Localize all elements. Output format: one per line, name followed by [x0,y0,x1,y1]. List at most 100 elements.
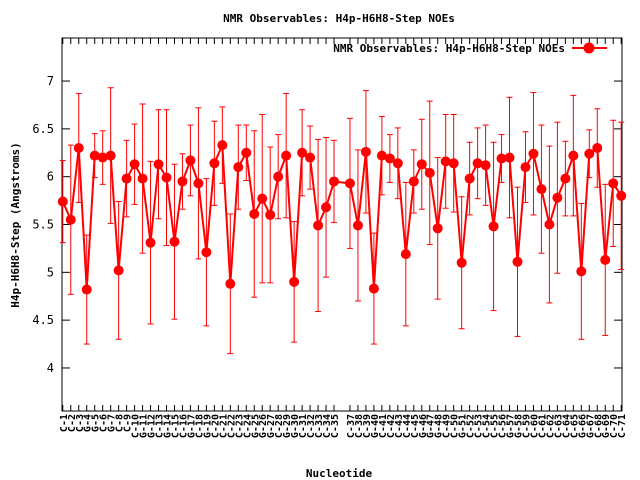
plot-area [61,37,623,412]
x-tick-label: C-18 [194,414,205,438]
data-point [321,202,332,213]
data-point [289,276,300,287]
data-point [177,176,188,187]
x-tick-label: C-64 [561,414,572,438]
data-point [408,176,419,187]
data-point [161,172,172,183]
data-point [241,147,252,158]
x-tick-label: C-44 [402,414,413,438]
data-point [392,158,403,169]
legend-marker-swatch [583,42,595,54]
x-tick-label: G-27 [266,414,277,438]
x-tick-label: C-55 [490,414,501,438]
x-tick-label: G-69 [601,414,612,438]
x-tick-label: G-4 [83,414,94,432]
x-tick-label: C-68 [593,414,604,438]
y-axis: 4 4.5 5 5.5 6 6.5 7 [32,74,622,375]
data-point [400,249,411,260]
x-tick-label: C-28 [274,414,285,438]
x-tick-label: C-56 [498,414,509,438]
x-tick-label: G-26 [258,414,269,438]
x-tick-label: C-34 [322,414,333,438]
data-point [137,173,148,184]
x-tick-label: C-24 [242,414,253,438]
data-point [520,162,531,173]
data-point [217,140,228,151]
data-point [257,193,268,204]
x-tick-label: G-48 [434,414,445,438]
x-tick-label: C-65 [569,414,580,438]
data-point [368,283,379,294]
data-point [297,147,308,158]
x-tick-label: C-42 [386,414,397,438]
data-point [121,173,132,184]
x-tick-label: C-23 [234,414,245,438]
data-point [512,256,523,267]
data-point [225,278,236,289]
data-point [384,153,395,164]
x-tick-label: C-31 [298,414,309,438]
x-tick-label: G-17 [186,414,197,438]
x-tick-label: C-70 [609,414,620,438]
data-point [496,153,507,164]
y-tick-label: 4.5 [32,313,54,327]
x-tick-label: C-62 [545,414,556,438]
data-point [105,150,116,161]
x-tick-label: C-20 [210,414,221,438]
x-tick-label: C-37 [346,414,357,438]
data-point [504,152,515,163]
data-point [544,219,555,230]
data-point [376,150,387,161]
data-point [424,167,435,178]
data-point [209,158,220,169]
data-point [89,150,100,161]
data-point [472,158,483,169]
data-point [185,155,196,166]
data-point [360,146,371,157]
x-tick-label: C-2 [67,414,78,432]
data-point [480,160,491,171]
x-tick-label: C-9 [123,414,134,432]
data-point [440,156,451,167]
x-tick-label: C-60 [529,414,540,438]
data-point [448,158,459,169]
data-point [305,152,316,163]
data-point [129,159,140,170]
x-tick-label: C-32 [306,414,317,438]
x-tick-label: C-39 [362,414,373,438]
x-tick-label: G-5 [91,414,102,432]
plot-frame [61,37,623,412]
x-axis-label: Nucleotide [306,467,373,480]
x-tick-label: G-66 [577,414,588,438]
data-point [608,178,619,189]
x-tick-label: C-21 [218,414,229,438]
x-tick-label: C-61 [537,414,548,438]
x-tick-label: G-51 [458,414,469,438]
x-tick-label: C-10 [131,414,142,438]
chart-title: NMR Observables: H4p-H6H8-Step NOEs [223,12,455,25]
x-tick-label: C-63 [553,414,564,438]
data-markers [57,140,627,295]
data-point [233,162,244,173]
x-tick-label: C-53 [474,414,485,438]
data-point [201,247,212,258]
x-tick-label: C-45 [410,414,421,438]
x-tick-label: C-71 [617,414,628,438]
data-point [97,152,108,163]
series-line [61,144,623,290]
data-point [281,150,292,161]
data-point [552,192,563,203]
legend-label: NMR Observables: H4p-H6H8-Step NOEs [333,42,565,55]
x-tick-label: C-43 [394,414,405,438]
x-tick-label: C-49 [442,414,453,438]
x-tick-label: G-11 [139,414,150,438]
x-tick-label: G-7 [107,414,118,432]
x-tick-label: C-41 [378,414,389,438]
data-point [584,148,595,159]
y-tick-label: 4 [47,361,54,375]
data-point [113,265,124,276]
x-tick-label: G-47 [426,414,437,438]
data-point [488,221,499,232]
data-point [193,178,204,189]
x-tick-label: C-22 [226,414,237,438]
